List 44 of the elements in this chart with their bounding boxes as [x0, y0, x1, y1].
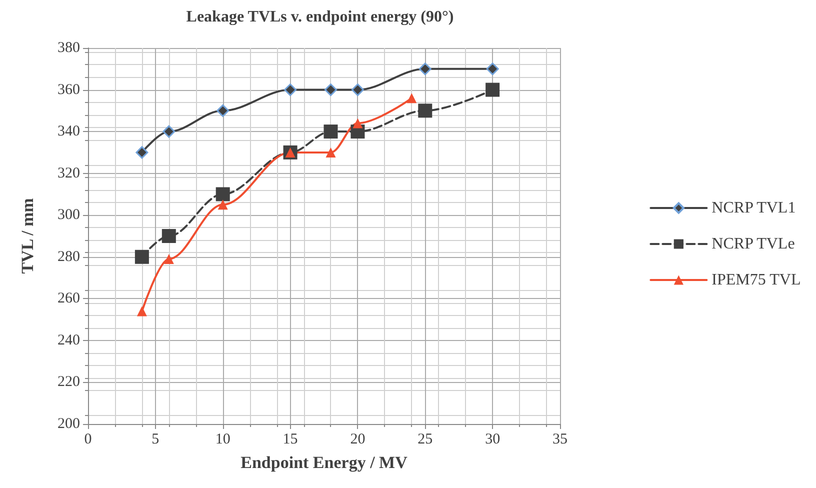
x-tick-label: 5 [152, 432, 160, 448]
y-tick-label: 260 [58, 290, 80, 307]
point [162, 125, 176, 138]
y-tick-label: 220 [58, 374, 80, 390]
legend-label: NCRP TVLe [712, 236, 795, 252]
y-tick-label: 240 [58, 332, 80, 348]
y-tick-label: 380 [58, 40, 80, 56]
point [134, 250, 149, 264]
point [136, 146, 148, 159]
x-tick-label: 0 [84, 432, 92, 448]
point [218, 200, 228, 210]
point [162, 229, 176, 243]
point [406, 93, 417, 104]
point [216, 187, 230, 202]
y-axis-title: TVL / mm [18, 198, 37, 274]
x-tick-label: 30 [485, 432, 500, 448]
y-tick-label: 360 [58, 82, 80, 98]
y-tick-label: 200 [58, 416, 80, 432]
x-tick-label: 15 [282, 432, 298, 448]
point [324, 124, 338, 139]
x-axis-title: Endpoint Energy / MV [240, 453, 408, 472]
legend-label: NCRP TVL1 [712, 200, 796, 216]
point [324, 84, 337, 96]
point [486, 82, 500, 97]
y-tick-label: 320 [58, 165, 80, 182]
point [486, 62, 499, 76]
x-tick-label: 35 [552, 432, 568, 448]
x-tick-label: 10 [215, 432, 230, 448]
point [418, 62, 432, 76]
point [352, 118, 363, 128]
y-tick-label: 280 [58, 248, 80, 265]
point [351, 84, 364, 96]
point [418, 104, 432, 118]
chart-title: Leakage TVLs v. endpoint energy (90°) [186, 8, 454, 26]
x-tick-label: 20 [350, 432, 366, 448]
x-tick-label: 25 [418, 432, 433, 448]
y-tick-label: 340 [58, 124, 80, 140]
point [326, 147, 336, 158]
point [216, 104, 230, 117]
point [284, 84, 297, 96]
point [164, 254, 174, 264]
y-tick-label: 300 [58, 207, 80, 224]
point [136, 306, 147, 316]
legend-label: IPEM75 TVL [712, 272, 801, 288]
